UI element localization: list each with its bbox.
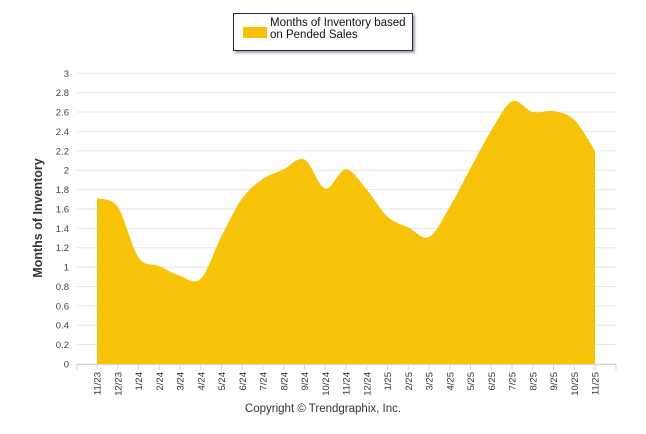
x-tick-label: 9/25: [549, 372, 560, 391]
y-tick-label: 0.4: [56, 321, 69, 332]
x-tick-label: 7/24: [259, 372, 270, 391]
x-tick-label: 6/24: [238, 372, 249, 391]
y-tick-label: 1: [64, 263, 69, 274]
x-tick-label: 11/23: [93, 372, 104, 395]
y-tick-label: 0.6: [56, 301, 69, 312]
y-tick-label: 0: [64, 360, 69, 371]
x-tick-label: 1/25: [383, 372, 394, 391]
x-tick-label: 12/24: [362, 372, 373, 396]
x-tick-label: 4/24: [196, 372, 207, 391]
x-tick-label: 1/24: [134, 372, 145, 391]
y-tick-label: 3: [64, 69, 69, 80]
x-tick-label: 11/25: [591, 372, 602, 395]
x-tick-label: 5/24: [217, 372, 228, 391]
x-tick-label: 11/24: [342, 372, 353, 395]
x-tick-label: 3/24: [176, 372, 187, 391]
y-tick-label: 2.4: [56, 127, 69, 138]
legend-swatch: [243, 27, 267, 38]
y-tick-label: 1.8: [56, 185, 69, 196]
x-axis: 11/23 12/23 1/24 2/24 3/24 4/24 5/24 6/24 7/24 8/…: [76, 364, 617, 396]
x-tick-label: 8/24: [279, 372, 290, 391]
x-tick-label: 6/25: [487, 372, 498, 391]
y-tick-label: 1.4: [56, 224, 69, 235]
copyright-text: Copyright © Trendgraphix, Inc.: [244, 403, 402, 415]
x-tick-label: 5/25: [466, 372, 477, 391]
area-series: [97, 100, 595, 365]
y-tick-label: 0.8: [56, 282, 69, 293]
y-tick-label: 2.6: [56, 108, 69, 119]
y-axis-title: Months of Inventory: [31, 158, 45, 277]
x-tick-label: 10/24: [321, 372, 332, 396]
legend-label[interactable]: Months of Inventory based on Pended Sale…: [270, 17, 406, 41]
legend: Months of Inventory based on Pended Sale…: [233, 13, 413, 51]
x-tick-label: 10/25: [570, 372, 581, 396]
x-tick-label: 8/25: [528, 372, 539, 391]
y-tick-label: 1.2: [56, 243, 69, 254]
x-tick-label: 4/25: [445, 372, 456, 391]
x-tick-label: 2/25: [404, 372, 415, 391]
x-tick-label: 2/24: [155, 372, 166, 391]
x-tick-label: 7/25: [508, 372, 519, 391]
y-tick-label: 0.2: [56, 340, 69, 351]
y-axis: 0 0.2 0.4 0.6 0.8 1 1.2 1.4 1.6 1.8 2 2.2 2.4 2.6 2.8 3: [56, 69, 69, 371]
y-tick-label: 2.2: [56, 146, 69, 157]
y-tick-label: 2: [64, 166, 69, 177]
x-tick-label: 12/23: [113, 372, 124, 396]
y-tick-label: 2.8: [56, 88, 69, 99]
x-tick-label: 9/24: [300, 372, 311, 391]
y-tick-label: 1.6: [56, 204, 69, 215]
x-tick-label: 3/25: [425, 372, 436, 391]
